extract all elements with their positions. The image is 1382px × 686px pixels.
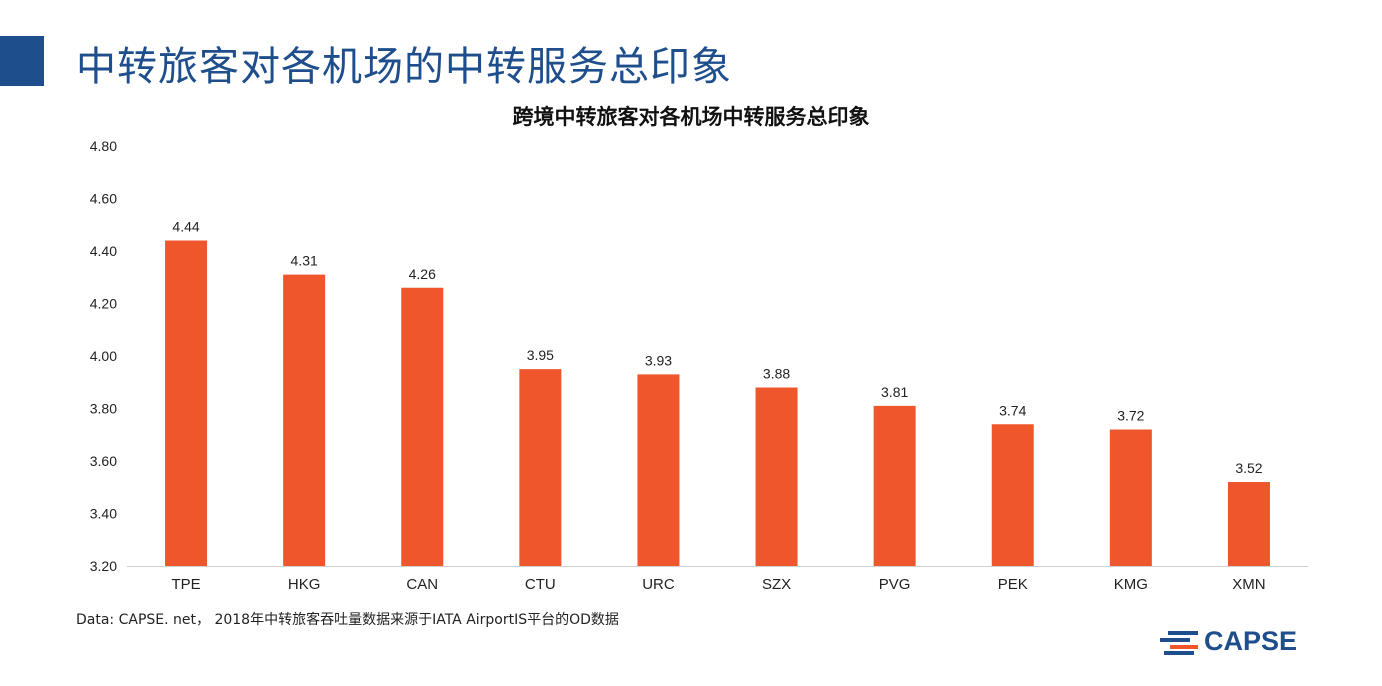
chart-title: 跨境中转旅客对各机场中转服务总印象 — [512, 105, 870, 129]
y-tick-label: 3.60 — [90, 453, 117, 469]
x-tick-label-can: CAN — [406, 576, 438, 593]
y-tick-label: 4.60 — [90, 191, 117, 207]
x-tick-label-pek: PEK — [998, 576, 1028, 593]
bar-szx — [755, 387, 798, 566]
bar-can — [401, 287, 444, 566]
title-accent-block — [0, 36, 44, 86]
x-tick-label-szx: SZX — [762, 576, 791, 593]
data-label-kmg: 3.72 — [1117, 408, 1144, 424]
y-tick-label: 3.80 — [90, 401, 117, 417]
data-label-ctu: 3.95 — [527, 347, 554, 363]
bar-pvg — [873, 405, 916, 566]
capse-logo-text: CAPSE — [1204, 626, 1298, 656]
y-tick-label: 4.40 — [90, 243, 117, 259]
x-tick-label-urc: URC — [642, 576, 675, 593]
capse-logo-mark — [1160, 631, 1198, 655]
x-tick-label-kmg: KMG — [1114, 576, 1148, 593]
data-label-hkg: 4.31 — [291, 253, 318, 269]
bar-ctu — [519, 369, 562, 566]
y-tick-label: 4.00 — [90, 348, 117, 364]
data-label-tpe: 4.44 — [172, 219, 199, 235]
data-label-can: 4.26 — [409, 266, 436, 282]
data-label-szx: 3.88 — [763, 366, 790, 382]
bar-pek — [991, 424, 1034, 566]
x-tick-label-pvg: PVG — [879, 576, 911, 593]
x-tick-label-tpe: TPE — [171, 576, 200, 593]
slide-title: 中转旅客对各机场的中转服务总印象 — [76, 44, 732, 90]
y-tick-label: 4.80 — [90, 138, 117, 154]
bar-tpe — [165, 240, 208, 566]
data-label-xmn: 3.52 — [1235, 460, 1262, 476]
data-label-pvg: 3.81 — [881, 384, 908, 400]
y-tick-label: 3.20 — [90, 558, 117, 574]
y-tick-label: 3.40 — [90, 506, 117, 522]
x-tick-label-hkg: HKG — [288, 576, 321, 593]
y-tick-label: 4.20 — [90, 296, 117, 312]
capse-logo: CAPSE — [1160, 626, 1304, 658]
bar-kmg — [1109, 429, 1152, 566]
data-label-urc: 3.93 — [645, 352, 672, 368]
source-note: Data: CAPSE. net， 2018年中转旅客吞吐量数据来源于IATA … — [76, 612, 619, 628]
x-tick-label-xmn: XMN — [1232, 576, 1265, 593]
data-label-pek: 3.74 — [999, 402, 1026, 418]
bar-xmn — [1227, 482, 1270, 566]
bar-urc — [637, 374, 680, 566]
x-tick-label-ctu: CTU — [525, 576, 556, 593]
bar-hkg — [283, 274, 326, 566]
